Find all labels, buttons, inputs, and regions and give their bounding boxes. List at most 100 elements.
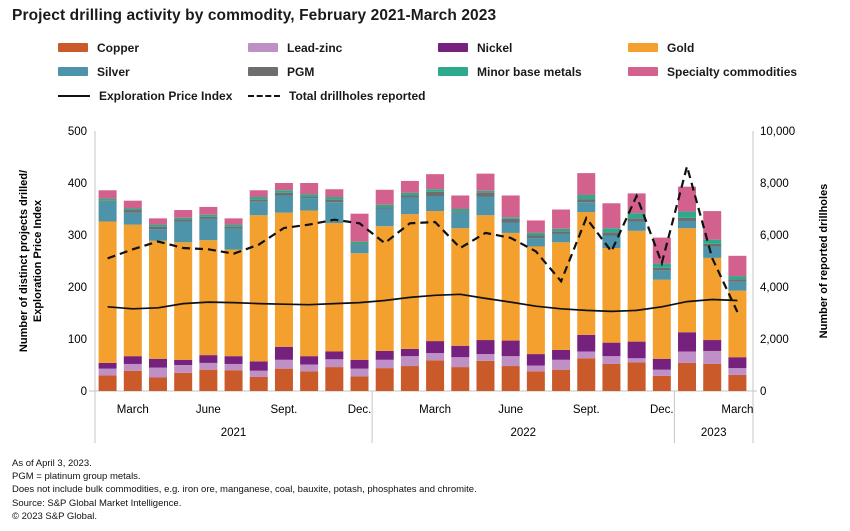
bar-segment (476, 192, 495, 197)
bar-segment (224, 370, 243, 391)
legend-item-lead-zinc: Lead-zinc (248, 41, 438, 55)
bar-segment (274, 183, 293, 191)
dashed-line-icon (248, 94, 280, 97)
bar-segment (123, 363, 142, 371)
bar-segment (174, 242, 193, 360)
bar-segment (552, 231, 571, 234)
legend: Copper Lead-zinc Nickel Gold Silver PGM … (58, 40, 818, 103)
bar-segment (602, 232, 621, 236)
bar-segment (375, 226, 394, 351)
bar-segment (199, 355, 218, 363)
total-drillholes-line (107, 162, 739, 313)
x-tick-label: June (196, 404, 221, 416)
bar-segment (476, 196, 495, 216)
x-tick-label: June (498, 404, 523, 416)
legend-item-nickel: Nickel (438, 41, 628, 55)
bar-segment (602, 342, 621, 357)
bar-segment (400, 195, 419, 198)
bar-segment (652, 279, 671, 359)
bar-segment (678, 217, 697, 221)
bar-segment (728, 279, 747, 282)
x-tick-label: March (419, 404, 451, 416)
bar-segment (703, 243, 722, 247)
bar-segment (98, 368, 117, 376)
bar-segment (728, 276, 747, 280)
bar-segment (627, 218, 646, 222)
bar-segment (400, 356, 419, 367)
bar-segment (375, 359, 394, 369)
bar-segment (678, 220, 697, 229)
year-label: 2022 (510, 427, 536, 439)
bar-segment (602, 235, 621, 248)
x-tick-label: Dec. (348, 404, 372, 416)
bar-segment (426, 360, 445, 391)
chart-area: 0 100 200 300 400 500 0 2,000 4,000 6,000 8,000 10,… (0, 108, 850, 458)
bar-segment (224, 224, 243, 227)
bar-segment (426, 211, 445, 342)
bar-segment (602, 203, 621, 229)
bar-segment (501, 218, 520, 223)
legend-item-minor-base-metals: Minor base metals (438, 65, 628, 79)
bar-segment (451, 211, 470, 213)
bar-segment (526, 246, 545, 355)
bar-segment (375, 208, 394, 227)
bar-segment (375, 207, 394, 209)
bar-segment (148, 229, 167, 241)
y-right-tick-label: 2,000 (760, 334, 789, 346)
bar-segment (602, 363, 621, 391)
bar-segment (577, 199, 596, 203)
footnote-source: Source: S&P Global Market Intelligence. (12, 497, 182, 509)
bar-segment (678, 211, 697, 218)
y-left-tick-label: 100 (68, 334, 87, 346)
y-left-tick-label: 0 (81, 386, 87, 398)
bar-segment (476, 173, 495, 191)
bar-segment (98, 362, 117, 369)
bar-segment (577, 358, 596, 391)
bar-segment (400, 348, 419, 357)
legend-label: Gold (667, 40, 695, 55)
legend-item-gold: Gold (628, 40, 818, 55)
bar-segment (577, 351, 596, 359)
bar-segment (350, 241, 369, 245)
silver-swatch-icon (58, 67, 88, 76)
bar-segment (703, 350, 722, 364)
x-tick-label: Sept. (271, 404, 298, 416)
bar-segment (728, 368, 747, 375)
bar-segment (325, 189, 344, 198)
bar-segment (300, 197, 319, 199)
bar-segment (300, 194, 319, 198)
bar-segment (199, 206, 218, 215)
bar-segment (703, 211, 722, 240)
bar-segment (501, 356, 520, 367)
bar-segment (199, 214, 218, 217)
bar-segment (148, 358, 167, 368)
bar-segment (552, 228, 571, 232)
bar-segment (274, 190, 293, 193)
bar-segment (274, 212, 293, 347)
bar-segment (451, 357, 470, 368)
minor-base-metals-swatch-icon (438, 67, 468, 76)
bar-segment (678, 186, 697, 212)
bar-segment (249, 361, 268, 371)
bar-segment (325, 359, 344, 368)
bar-segment (249, 215, 268, 362)
bar-segment (426, 353, 445, 361)
legend-item-copper: Copper (58, 40, 248, 55)
bar-segment (627, 221, 646, 231)
bar-segment (325, 223, 344, 352)
footnote-pgm: PGM = platinum group metals. (12, 471, 141, 483)
bar-segment (199, 369, 218, 391)
legend-item-pgm: PGM (248, 65, 438, 79)
bar-segment (375, 350, 394, 360)
bar-segment (577, 212, 596, 335)
bar-segment (325, 197, 344, 200)
bar-segment (526, 220, 545, 233)
bar-segment (123, 210, 142, 213)
bar-segment (728, 374, 747, 391)
bar-segment (174, 359, 193, 365)
bar-segment (602, 356, 621, 364)
bar-segment (350, 359, 369, 369)
bar-segment (703, 246, 722, 258)
legend-label: Copper (97, 40, 139, 55)
